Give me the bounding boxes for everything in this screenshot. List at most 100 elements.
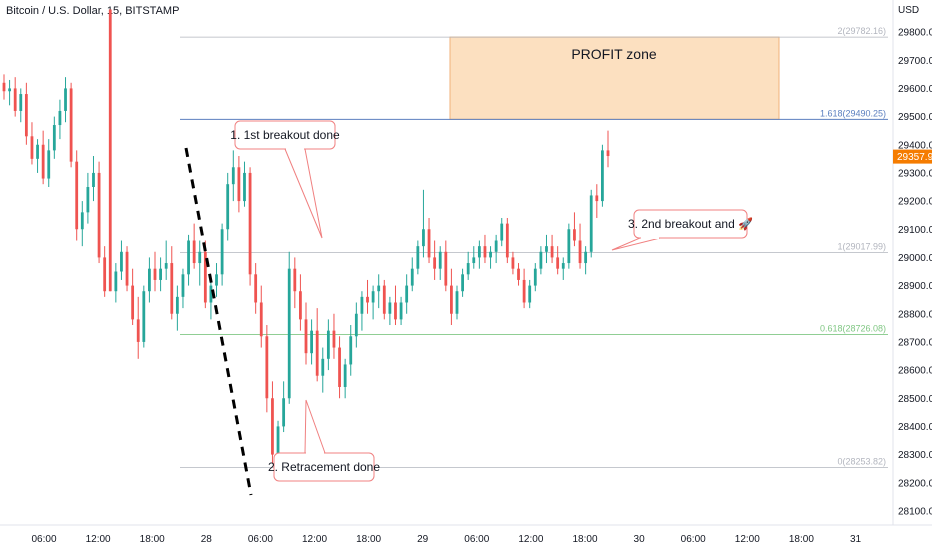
profit-zone-box[interactable] (449, 36, 780, 120)
callout-1[interactable]: 1. 1st breakout done (230, 120, 340, 239)
candle (438, 246, 442, 280)
time-tick-label: 18:00 (356, 534, 381, 545)
fib-level-label: 2(29782.16) (837, 26, 886, 36)
fibonacci-levels: 2(29782.16) 1.618(29490.25) 1(29017.99) 0.6… (180, 26, 888, 468)
candle (203, 240, 207, 309)
profit-zone-label: PROFIT zone (571, 46, 657, 62)
price-tick-label: 29200.00 (898, 197, 932, 208)
callout-pointer (284, 148, 323, 239)
price-tick-label: 29600.00 (898, 84, 932, 95)
candle (371, 285, 375, 320)
candle (103, 246, 107, 297)
candle (215, 263, 218, 297)
candle (573, 212, 576, 247)
candle (220, 223, 224, 286)
candle (410, 257, 414, 292)
candle (589, 189, 593, 258)
candle (131, 268, 135, 326)
price-tick-label: 29100.00 (898, 225, 932, 236)
time-tick-label: 12:00 (302, 534, 327, 545)
candle (545, 234, 548, 264)
candle (349, 325, 353, 376)
candle (528, 279, 532, 309)
time-tick-label: 18:00 (140, 534, 165, 545)
candle (505, 217, 509, 264)
callout-2[interactable]: 2. Retracement done (268, 399, 380, 482)
candle (606, 130, 610, 168)
callout-label: 2. Retracement done (268, 460, 380, 474)
candle (237, 156, 241, 213)
candle (187, 234, 190, 286)
callout-3[interactable]: 3. 2nd breakout and 🚀 (611, 209, 753, 251)
price-tick-label: 29000.00 (898, 253, 932, 264)
price-tick-label: 29300.00 (898, 168, 932, 179)
candle (422, 189, 425, 258)
candle (332, 313, 336, 359)
candle (399, 296, 403, 326)
price-tick-label: 28700.00 (898, 337, 932, 348)
candle (433, 240, 437, 280)
candle (567, 223, 571, 269)
candle (382, 279, 386, 320)
candle (304, 302, 308, 365)
price-tick-label: 28900.00 (898, 281, 932, 292)
candle (388, 296, 392, 326)
candle (360, 291, 364, 331)
candle (248, 167, 252, 286)
callout-label: 1. 1st breakout done (230, 128, 340, 142)
candle (293, 257, 297, 309)
candle (282, 381, 286, 433)
last-price-label: 29357.92 (897, 152, 932, 163)
callout-box (633, 209, 748, 239)
time-tick-label: 06:00 (31, 534, 56, 545)
price-tick-label: 28800.00 (898, 309, 932, 320)
candle (142, 285, 146, 348)
fib-level-label: 1.618(29490.25) (820, 108, 886, 118)
candle (489, 246, 492, 269)
candle (494, 234, 498, 264)
dashed-trendline[interactable] (184, 147, 253, 496)
candle (175, 285, 179, 331)
time-tick-label: 18:00 (572, 534, 597, 545)
last-price-badge (893, 149, 932, 164)
candle (321, 347, 325, 393)
candle (125, 246, 129, 292)
candle (108, 9, 112, 292)
price-tick-label: 28100.00 (898, 506, 932, 517)
fib-level-label: 0.618(28726.08) (820, 324, 886, 334)
candle (601, 144, 604, 207)
price-tick-label: 28600.00 (898, 366, 932, 377)
time-tick-label: 06:00 (464, 534, 489, 545)
candle (2, 74, 6, 100)
candle (517, 263, 520, 286)
candle (19, 88, 23, 123)
drawing-layer: 1. 1st breakout done 2. Retracement done 3… (184, 120, 753, 496)
profit-zone: PROFIT zone (449, 36, 780, 120)
time-tick-label: 18:00 (789, 534, 814, 545)
candle (120, 240, 123, 280)
candle (265, 325, 269, 413)
fib-level-label: 1(29017.99) (837, 241, 886, 251)
candle (550, 234, 554, 264)
candle (539, 246, 543, 275)
candle (209, 279, 213, 320)
candle (377, 274, 381, 309)
time-tick-label: 29 (417, 534, 429, 545)
candle (52, 116, 56, 159)
time-tick-label: 30 (634, 534, 646, 545)
candle (80, 201, 84, 247)
time-tick-label: 06:00 (681, 534, 706, 545)
candle (64, 77, 67, 123)
candlestick-series (2, 9, 610, 466)
candle (354, 302, 358, 348)
price-axis[interactable]: USD 29800.00 29700.00 29600.00 29500.00 29400… (892, 0, 932, 525)
candle (326, 319, 330, 371)
candle (30, 122, 34, 165)
candle (164, 240, 168, 280)
candle (198, 240, 202, 286)
candle (254, 263, 258, 314)
time-axis[interactable]: 06:00 12:00 18:00 28 06:00 12:00 18:00 29 06:00 1… (0, 524, 932, 545)
candle (556, 246, 560, 275)
candle (394, 285, 397, 326)
